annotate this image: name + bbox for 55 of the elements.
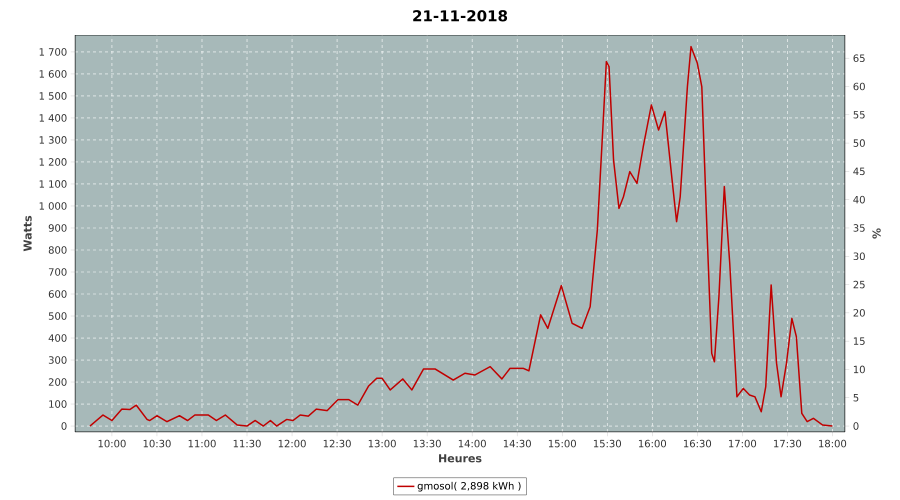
x-tick-label: 11:00 bbox=[188, 440, 216, 448]
x-tick-label: 14:00 bbox=[458, 440, 486, 448]
y-tick-label: 1 000 bbox=[40, 202, 67, 210]
y-tick-label: 800 bbox=[48, 246, 67, 254]
y-tick-label: 500 bbox=[48, 312, 67, 320]
x-tick-label: 10:30 bbox=[144, 440, 171, 448]
x-tick-label: 16:30 bbox=[684, 440, 712, 448]
y2-tick-label: 5 bbox=[854, 394, 858, 402]
y-tick-label: 1 200 bbox=[40, 158, 67, 166]
y-tick-label: 1 500 bbox=[40, 92, 67, 100]
y2-tick-label: 40 bbox=[853, 196, 865, 204]
x-tick-label: 12:00 bbox=[278, 440, 306, 448]
x-tick-label: 13:30 bbox=[414, 440, 441, 448]
y-tick-label: 100 bbox=[49, 400, 67, 408]
y2-tick-label: 45 bbox=[853, 168, 865, 176]
x-tick-label: 13:00 bbox=[368, 440, 396, 448]
x-tick-label: 14:30 bbox=[504, 440, 531, 448]
x-tick-label: 17:30 bbox=[774, 440, 802, 448]
x-axis-title: Heures bbox=[439, 454, 482, 462]
y-tick-label: 1 400 bbox=[40, 114, 67, 122]
y-tick-label: 1 100 bbox=[40, 180, 67, 188]
y2-tick-label: 0 bbox=[853, 422, 859, 430]
y-tick-label: 1 300 bbox=[40, 136, 67, 144]
y-tick-label: 0 bbox=[62, 422, 67, 430]
x-tick-label: 12:30 bbox=[324, 440, 351, 448]
y2-tick-label: 35 bbox=[854, 224, 865, 232]
x-tick-label: 11:30 bbox=[234, 440, 261, 448]
y2-tick-label: 15 bbox=[854, 337, 865, 345]
x-tick-label: 15:30 bbox=[594, 440, 621, 448]
y2-tick-label: 55 bbox=[854, 111, 865, 118]
y2-tick-label: 20 bbox=[854, 309, 865, 317]
y-axis-title: Watts bbox=[24, 216, 32, 252]
x-tick-label: 10:00 bbox=[98, 440, 126, 448]
y2-tick-label: 25 bbox=[854, 280, 865, 288]
x-tick-label: 17:00 bbox=[729, 440, 756, 448]
x-tick-label: 16:00 bbox=[638, 440, 666, 448]
y-tick-label: 600 bbox=[48, 290, 67, 298]
legend-label: gmosol( 2,898 kWh ) bbox=[418, 482, 521, 492]
y-tick-label: 1 700 bbox=[40, 48, 67, 56]
y-tick-label: 300 bbox=[48, 356, 67, 364]
y-tick-label: 200 bbox=[48, 378, 67, 386]
y-tick-label: 400 bbox=[48, 334, 67, 342]
line-series bbox=[89, 46, 834, 427]
y-tick-label: 1 600 bbox=[40, 70, 67, 78]
y2-axis-title: % bbox=[872, 228, 881, 239]
y2-tick-label: 65 bbox=[854, 54, 865, 62]
y2-tick-label: 10 bbox=[854, 366, 865, 374]
y-tick-label: 700 bbox=[48, 268, 67, 276]
y2-tick-label: 60 bbox=[854, 82, 865, 90]
x-tick-label: 18:00 bbox=[819, 440, 846, 448]
y2-tick-label: 30 bbox=[854, 252, 865, 260]
y-tick-label: 900 bbox=[48, 224, 67, 232]
chart-title: 21-11-2018 bbox=[413, 10, 508, 22]
y2-tick-label: 50 bbox=[854, 139, 865, 147]
x-tick-label: 15:00 bbox=[548, 440, 576, 448]
